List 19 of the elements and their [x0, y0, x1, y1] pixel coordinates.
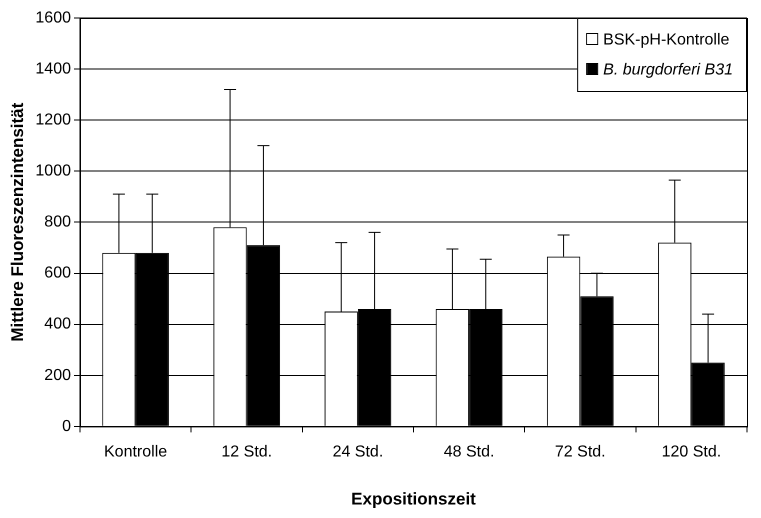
y-tick-label: 0 [62, 418, 72, 435]
y-tick-label: 1600 [35, 9, 72, 26]
y-tick-label: 600 [44, 264, 72, 282]
legend-label: B. burgdorferi B31 [603, 61, 734, 78]
y-tick-label: 1200 [35, 112, 72, 129]
x-tick-label: 72 Std. [554, 443, 606, 460]
x-tick-label: 48 Std. [444, 443, 494, 460]
y-tick-label: 200 [44, 366, 72, 384]
legend-label: BSK-pH-Kontrolle [603, 31, 730, 48]
y-tick-label: 400 [44, 316, 72, 333]
y-axis-title: Mittlere Fluoreszenzintensität [8, 102, 27, 342]
y-tick-label: 1000 [35, 162, 72, 180]
x-axis-title: Expositionszeit [351, 489, 476, 508]
x-tick-label: 120 Std. [662, 443, 722, 460]
x-tick-label: 12 Std. [221, 443, 272, 460]
y-tick-label: 1400 [35, 60, 72, 78]
x-tick-label: Kontrolle [104, 443, 168, 460]
x-tick-label: 24 Std. [332, 443, 384, 460]
y-tick-label: 800 [44, 214, 72, 231]
